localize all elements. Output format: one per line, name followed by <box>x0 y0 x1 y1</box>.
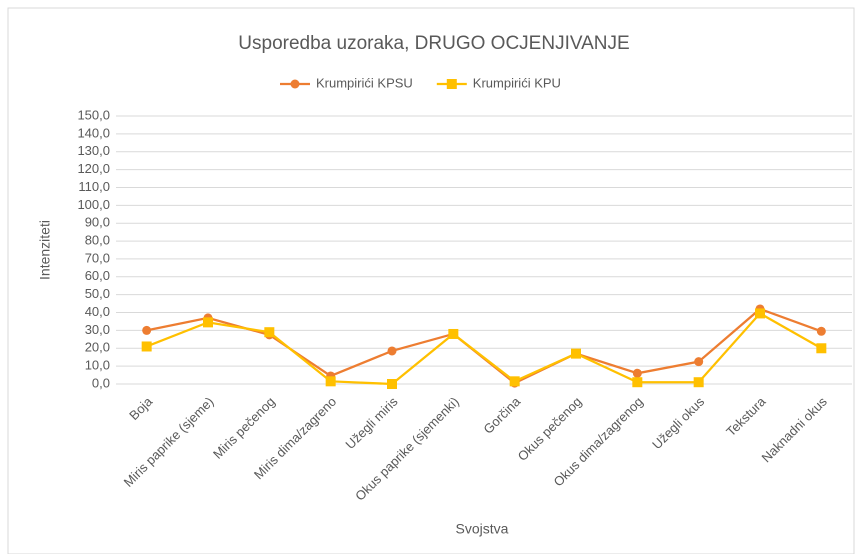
y-tick-label: 10,0 <box>85 358 110 373</box>
data-point <box>203 317 213 328</box>
chart-border <box>7 7 855 555</box>
y-tick-label: 0,0 <box>92 375 110 390</box>
data-point <box>632 368 642 378</box>
y-tick-label: 20,0 <box>85 340 110 355</box>
y-tick-label: 140,0 <box>77 125 110 140</box>
legend-label: Krumpirići KPSU <box>316 75 413 90</box>
y-axis-title: Intenziteti <box>37 220 53 280</box>
y-tick-label: 110,0 <box>78 179 110 194</box>
x-axis-title: Svojstva <box>456 521 509 537</box>
data-point <box>632 377 643 388</box>
data-point <box>264 327 275 338</box>
y-tick-label: 150,0 <box>77 107 110 122</box>
data-point <box>387 346 397 356</box>
legend-marker <box>446 79 457 89</box>
data-point <box>141 341 152 352</box>
y-tick-label: 70,0 <box>85 250 110 265</box>
y-tick-label: 130,0 <box>77 143 110 158</box>
chart-title: Usporedba uzoraka, DRUGO OCJENJIVANJE <box>238 33 629 54</box>
y-tick-label: 30,0 <box>85 322 110 337</box>
data-point <box>816 343 827 354</box>
data-point <box>142 325 152 335</box>
data-point <box>387 379 397 389</box>
legend-marker <box>290 79 300 89</box>
y-tick-label: 60,0 <box>85 268 110 283</box>
data-point <box>571 348 581 359</box>
data-point <box>816 326 826 336</box>
y-tick-label: 120,0 <box>77 161 110 176</box>
data-point <box>509 376 520 387</box>
data-point <box>755 308 765 319</box>
y-tick-label: 40,0 <box>85 304 110 319</box>
y-tick-label: 90,0 <box>85 215 110 230</box>
y-tick-label: 100,0 <box>77 197 110 212</box>
y-tick-label: 80,0 <box>85 233 110 248</box>
legend-label: Krumpirići KPU <box>473 75 561 90</box>
data-point <box>448 328 459 339</box>
series-line <box>146 311 822 386</box>
data-point <box>693 377 704 388</box>
data-point <box>325 376 336 387</box>
y-tick-label: 50,0 <box>85 286 110 301</box>
data-point <box>694 357 704 367</box>
